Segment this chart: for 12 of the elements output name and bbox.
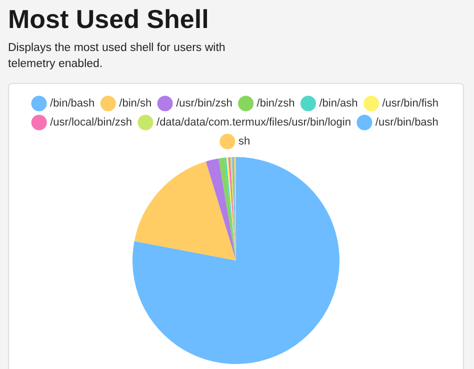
legend-label: /bin/sh [119, 98, 152, 110]
legend-label: sh [238, 136, 250, 148]
legend-label: /data/data/com.termux/files/usr/bin/login [156, 116, 351, 129]
legend-label: /bin/zsh [256, 98, 295, 110]
chart-subtitle: Displays the most used shell for users with telemetry enabled. [8, 41, 226, 72]
legend-label: /usr/local/bin/zsh [50, 116, 132, 129]
legend-label: /bin/ash [319, 98, 358, 110]
chart-title: Most Used Shell [8, 4, 209, 35]
legend-label: /usr/bin/zsh [176, 98, 232, 110]
legend-label: /usr/bin/bash [375, 116, 438, 129]
legend-label: /usr/bin/fish [382, 98, 438, 110]
legend-label: /bin/bash [50, 98, 95, 110]
